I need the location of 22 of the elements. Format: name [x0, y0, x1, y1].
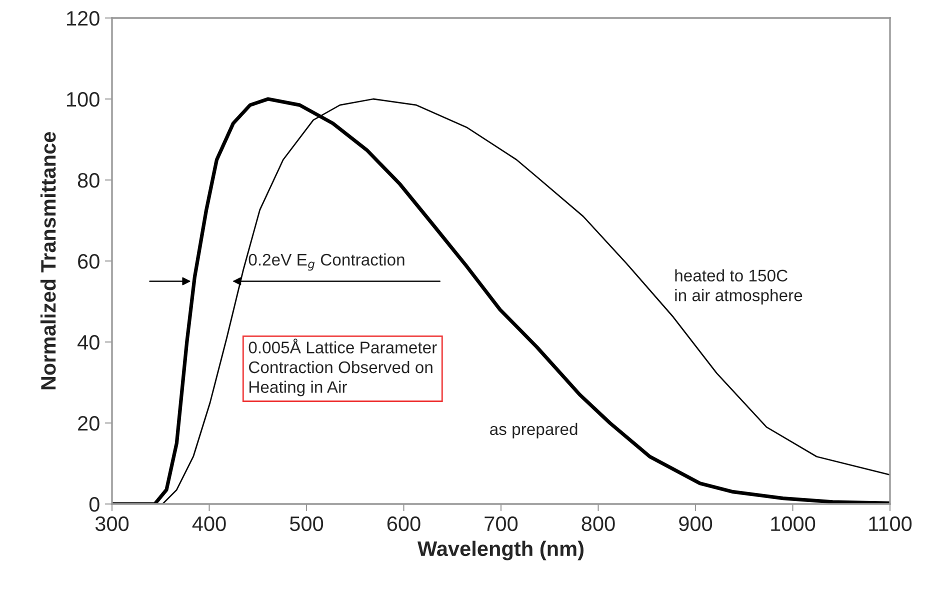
y-axis-title: Normalized Transmittance	[40, 132, 56, 390]
y-tick-label: 120	[67, 11, 100, 26]
y-tick-label: 20	[78, 416, 100, 431]
x-tick-label: 400	[192, 516, 226, 532]
x-tick-label: 800	[582, 516, 615, 532]
annotation: as prepared	[490, 422, 578, 438]
y-tick-label: 40	[78, 335, 100, 350]
x-tick-label: 600	[387, 516, 420, 532]
annotation: 0.2eV E$_{g}$ Contraction	[248, 253, 404, 271]
annotation: heated to 150C in air atmosphere	[675, 269, 802, 305]
x-tick-label: 500	[290, 516, 324, 532]
y-tick-label: 100	[67, 92, 100, 107]
y-tick-label: 80	[78, 173, 100, 188]
x-tick-label: 300	[95, 516, 129, 532]
y-tick-label: 60	[78, 254, 100, 269]
y-tick-label: 0	[89, 497, 100, 512]
x-tick-label: 700	[484, 516, 518, 532]
x-tick-label: 1100	[869, 516, 912, 532]
x-axis-title: Wavelength (nm)	[418, 540, 584, 560]
x-tick-label: 900	[679, 516, 712, 532]
x-tick-label: 1000	[771, 516, 816, 532]
annotation: 0.005Å Lattice Parameter Contraction Observed on Heating in Air	[248, 338, 437, 396]
